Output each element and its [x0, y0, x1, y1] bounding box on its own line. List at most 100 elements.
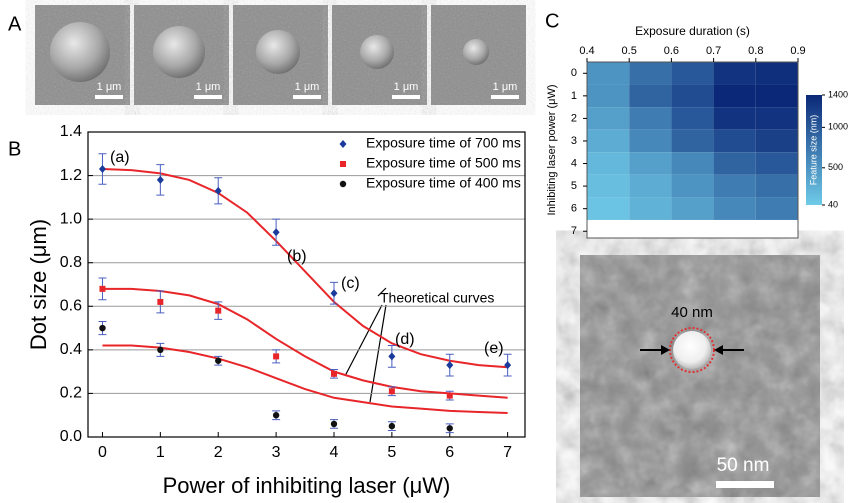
heatmap-cell [587, 174, 630, 198]
annotation: (b) [287, 248, 307, 265]
x-tick-label: 0.9 [790, 45, 805, 57]
y-tick-label: 0.0 [60, 428, 82, 445]
heatmap-cell [755, 84, 798, 108]
heatmap-cell [671, 62, 714, 85]
colorbar-tick-label: 40 [828, 199, 838, 209]
y-tick-label: 0.6 [60, 298, 82, 315]
point [446, 392, 453, 399]
point [99, 285, 106, 292]
arrowhead [661, 345, 670, 355]
heatmap-cell [755, 152, 798, 175]
x-axis-label: Power of inhibiting laser (μW) [163, 473, 451, 498]
arrow [377, 287, 387, 297]
annotation: Theoretical curves [380, 290, 494, 306]
x-tick-label: 3 [272, 444, 281, 461]
scale-label: 50 nm [717, 455, 770, 476]
colorbar [806, 95, 822, 205]
legend-marker [339, 140, 347, 148]
point [330, 289, 338, 298]
x-tick-label: 0.7 [706, 45, 721, 57]
x-tick-label: 2 [214, 444, 223, 461]
point [215, 357, 222, 364]
heatmap-cell [713, 129, 756, 153]
legend-label: Exposure time of 400 ms [366, 175, 521, 191]
scale-bar [95, 95, 123, 99]
arrow [344, 304, 383, 377]
arrowhead [714, 345, 723, 355]
point [215, 307, 222, 314]
heatmap-cell [713, 174, 756, 198]
arrow [369, 304, 387, 403]
y-axis-label: Dot size (μm) [26, 219, 51, 350]
annotation: (a) [110, 149, 130, 166]
point [99, 324, 106, 332]
scale-label: 1 μm [394, 81, 419, 93]
afm-image: 40 nm 50 nm [580, 255, 820, 497]
heatmap-cell [671, 197, 714, 220]
y-axis-label: Inhibiting laser power (μW) [546, 84, 558, 215]
heatmap-cell [629, 152, 672, 175]
y-tick-label: 1.0 [60, 210, 82, 227]
scale-bar [491, 95, 519, 99]
x-tick-label: 0 [98, 444, 107, 461]
theoretical-curve [102, 287, 508, 399]
y-tick-label: 0.8 [60, 254, 82, 271]
scale-bar [716, 481, 774, 488]
x-tick-label: 6 [445, 444, 454, 461]
colorbar-tick-label: 500 [828, 162, 843, 172]
heatmap-cell [755, 107, 798, 130]
afm-dot [673, 331, 711, 369]
point [446, 361, 454, 370]
x-tick-label: 7 [503, 444, 512, 461]
y-tick-label: 1.2 [60, 167, 82, 184]
y-tick-label: 0 [571, 67, 577, 79]
scale-bar [392, 95, 420, 99]
heatmap-cell [671, 174, 714, 198]
point [330, 370, 337, 377]
sem-dot [360, 35, 394, 69]
scale-label: 1 μm [97, 81, 122, 93]
heatmap-cell [587, 152, 630, 175]
y-tick-label: 4 [571, 157, 577, 169]
heatmap-cell [755, 62, 798, 85]
x-tick-label: 0.8 [748, 45, 763, 57]
point [504, 361, 512, 370]
heatmap-cell [713, 84, 756, 108]
heatmap-cell [671, 152, 714, 175]
annotation: (d) [395, 331, 415, 348]
heatmap-cell [713, 152, 756, 175]
heatmap-cell [671, 107, 714, 130]
x-tick-label: 0.4 [579, 45, 594, 57]
point [272, 228, 280, 237]
heatmap-cell [671, 84, 714, 108]
plot-frame [586, 61, 799, 239]
diameter-label: 40 nm [671, 304, 713, 321]
heatmap-cell [629, 174, 672, 198]
heatmap-cell [755, 174, 798, 198]
sem-dot [463, 39, 489, 65]
sem-dot [153, 26, 205, 78]
sem-dot [256, 30, 300, 74]
point [214, 186, 222, 195]
colorbar-label: Feature size (nm) [808, 115, 818, 186]
sem-dot [50, 22, 110, 82]
point [388, 352, 396, 361]
heatmap-cell [587, 107, 630, 130]
point [446, 425, 453, 432]
y-tick-label: 1 [571, 90, 577, 102]
panel-label: A [8, 13, 22, 35]
point [273, 353, 280, 360]
point [330, 420, 338, 428]
x-tick-label: 0.5 [622, 45, 637, 57]
heatmap-cell [629, 62, 672, 85]
y-tick-label: 7 [571, 225, 577, 237]
heatmap-cell [671, 129, 714, 153]
y-tick-label: 0.4 [60, 341, 82, 358]
legend-label: Exposure time of 500 ms [366, 155, 521, 171]
x-tick-label: 4 [330, 444, 339, 461]
scale-label: 1 μm [196, 81, 221, 93]
panel-label: B [8, 138, 21, 160]
colorbar-tick-label: 1000 [828, 122, 848, 132]
heatmap-cell [629, 197, 672, 220]
